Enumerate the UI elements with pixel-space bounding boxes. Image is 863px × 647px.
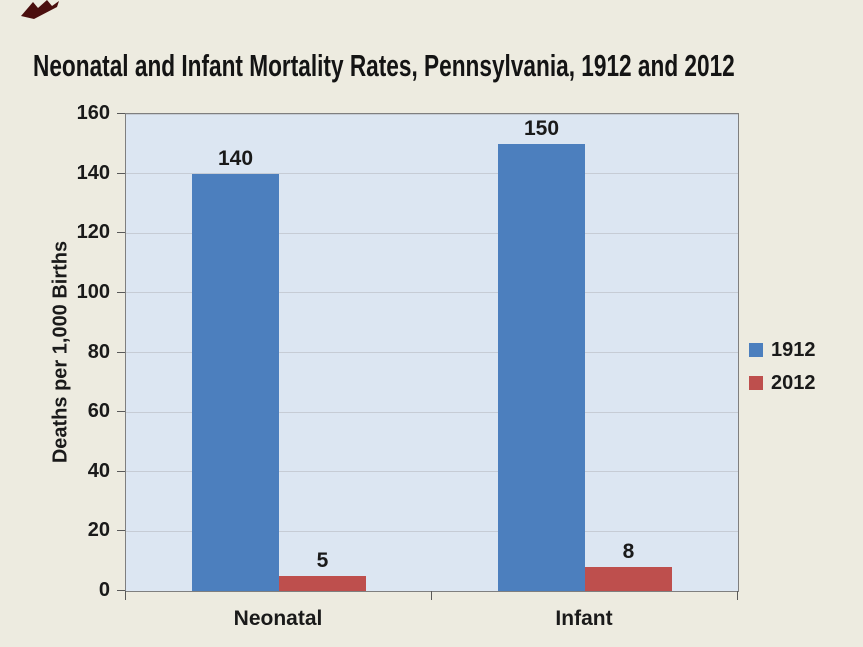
bar-infant-2012 xyxy=(585,567,672,591)
category-label-infant: Infant xyxy=(555,607,613,630)
category-label-neonatal: Neonatal xyxy=(233,607,323,630)
x-tick-mark-2 xyxy=(736,591,738,600)
bar-value-label-neonatal-2012: 5 xyxy=(316,549,329,573)
y-tick-mark-160 xyxy=(117,113,125,114)
bar-infant-1912 xyxy=(498,143,585,591)
legend-label-2012: 2012 xyxy=(771,372,816,394)
chart-title: Neonatal and Infant Mortality Rates, Pen… xyxy=(33,48,735,83)
y-tick-label-80: 80 xyxy=(87,340,110,363)
y-tick-mark-0 xyxy=(117,590,125,591)
gridline-140 xyxy=(126,173,738,175)
legend: 1912 2012 xyxy=(749,340,816,393)
y-tick-label-40: 40 xyxy=(87,459,110,482)
gridline-160 xyxy=(126,113,738,115)
gridline-80 xyxy=(126,352,738,353)
legend-swatch-icon-1912 xyxy=(749,343,763,357)
x-tick-mark-0 xyxy=(124,591,126,600)
gridline-40 xyxy=(126,471,738,473)
gridline-60 xyxy=(126,411,738,413)
gridline-100 xyxy=(126,292,738,294)
y-tick-label-0: 0 xyxy=(98,579,110,601)
bar-neonatal-1912 xyxy=(192,173,279,591)
corner-ribbon-decoration xyxy=(21,0,59,19)
x-tick-mark-1 xyxy=(430,591,432,600)
y-tick-mark-100 xyxy=(117,291,125,293)
y-tick-mark-140 xyxy=(117,172,125,174)
y-tick-label-100: 100 xyxy=(76,280,110,303)
y-tick-label-60: 60 xyxy=(87,400,110,423)
y-tick-mark-40 xyxy=(117,470,125,472)
y-tick-mark-80 xyxy=(117,351,125,353)
legend-label-1912: 1912 xyxy=(771,339,816,361)
gridline-20 xyxy=(126,530,738,532)
y-tick-label-140: 140 xyxy=(76,161,110,184)
gridline-120 xyxy=(126,232,738,234)
bar-value-label-neonatal-1912: 140 xyxy=(217,146,254,170)
y-tick-label-120: 120 xyxy=(76,221,110,244)
bar-value-label-infant-2012: 8 xyxy=(622,540,635,564)
y-tick-mark-120 xyxy=(117,232,125,234)
y-tick-label-20: 20 xyxy=(87,519,110,542)
bar-neonatal-2012 xyxy=(279,576,366,591)
legend-swatch-icon-2012 xyxy=(749,376,763,390)
y-tick-mark-60 xyxy=(117,411,125,413)
legend-item-1912: 1912 xyxy=(749,340,816,360)
bar-value-label-infant-1912: 150 xyxy=(523,116,560,140)
y-tick-mark-20 xyxy=(117,530,125,532)
plot-area: 140 5 150 8 xyxy=(125,113,739,592)
y-tick-label-160: 160 xyxy=(76,102,110,124)
legend-item-2012: 2012 xyxy=(749,373,816,393)
